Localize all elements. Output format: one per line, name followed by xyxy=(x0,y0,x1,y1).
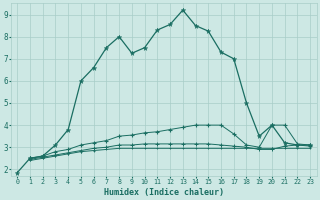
X-axis label: Humidex (Indice chaleur): Humidex (Indice chaleur) xyxy=(104,188,224,197)
